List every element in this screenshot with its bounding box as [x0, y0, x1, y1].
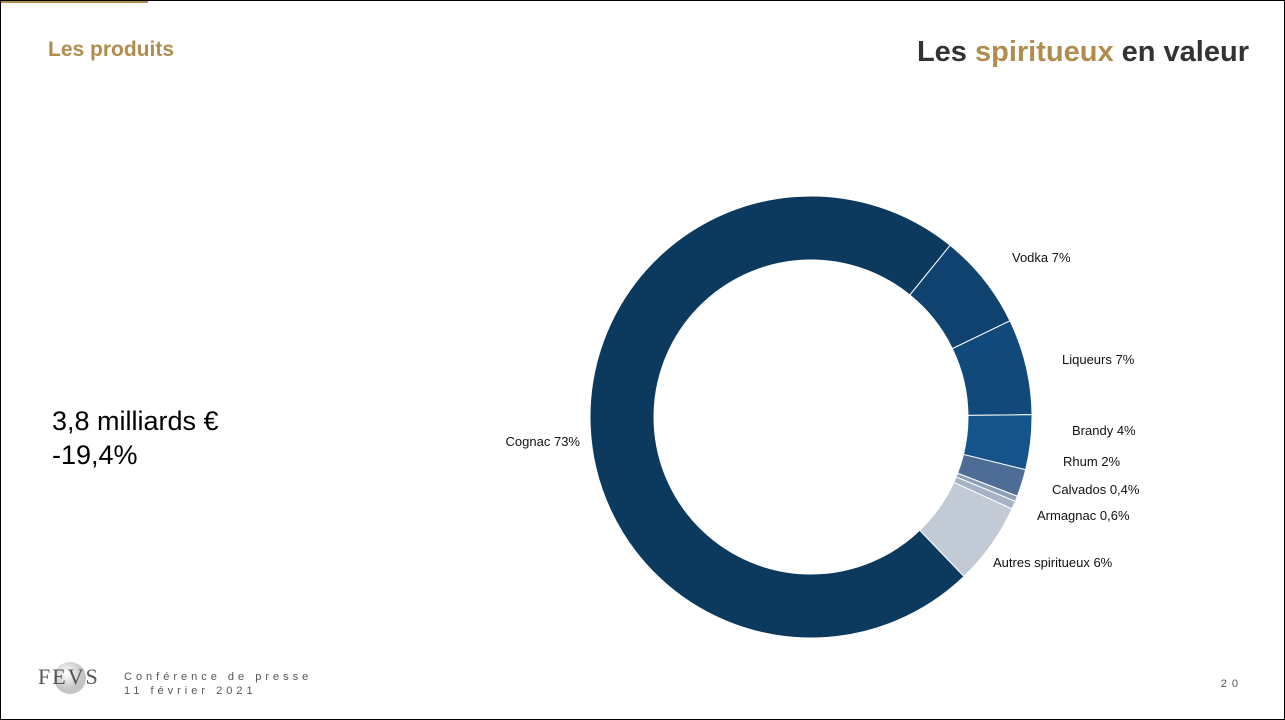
slice-label: Rhum 2% [1063, 454, 1121, 469]
kpi-amount: 3,8 milliards € [52, 406, 219, 436]
slice-label: Cognac 73% [506, 434, 581, 449]
slice-label: Autres spiritueux 6% [993, 555, 1113, 570]
slice-label: Armagnac 0,6% [1037, 508, 1130, 523]
category-label: Vodka [1012, 250, 1049, 265]
category-label: Armagnac [1037, 508, 1097, 523]
kpi: 3,8 milliards € -19,4% [52, 404, 219, 472]
slide-title: Les spiritueux en valeur [917, 36, 1249, 69]
value-label: 2% [1101, 454, 1120, 469]
section-label: Les produits [48, 38, 175, 61]
category-label: Autres spiritueux [993, 555, 1090, 570]
slice-label: Brandy 4% [1072, 423, 1136, 438]
title-part: spiritueux [975, 36, 1114, 68]
title-part: Les [916, 36, 975, 68]
value-label: 0,4% [1110, 482, 1140, 497]
event-date: 11 février 2021 [124, 685, 257, 697]
category-label: Brandy [1072, 423, 1114, 438]
value-label: 7% [1052, 250, 1071, 265]
title-part: en valeur [1113, 36, 1249, 68]
slice-label: Liqueurs 7% [1062, 352, 1135, 367]
value-label: 4% [1117, 423, 1136, 438]
logo: FEVS [38, 664, 100, 689]
value-label: 6% [1093, 555, 1112, 570]
slice [589, 195, 965, 639]
footer-event: Conférence de presse 11 février 2021 [124, 670, 312, 698]
value-label: 0,6% [1100, 508, 1130, 523]
slice-label: Vodka 7% [1012, 250, 1071, 265]
event-name: Conférence de presse [124, 671, 313, 683]
logo-globe [54, 662, 86, 694]
category-label: Calvados [1052, 482, 1107, 497]
value-label: 73% [554, 434, 580, 449]
slice-label: Calvados 0,4% [1052, 482, 1140, 497]
category-label: Cognac [506, 434, 551, 449]
category-label: Rhum [1063, 454, 1098, 469]
accent-rule [0, 0, 148, 3]
value-label: 7% [1116, 352, 1135, 367]
page-number: 20 [1220, 678, 1243, 690]
kpi-change: -19,4% [52, 440, 138, 470]
category-label: Liqueurs [1062, 352, 1112, 367]
